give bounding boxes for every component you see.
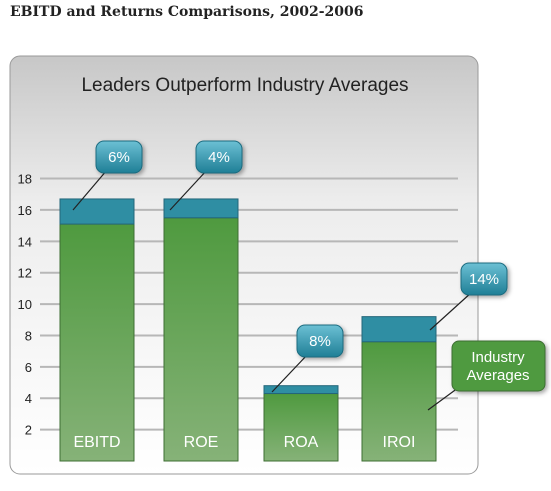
bar-industry-iroi [361, 341, 437, 462]
y-tick-label: 4 [25, 391, 32, 406]
bar-leader-gap-roa [263, 385, 339, 395]
y-tick-label: 10 [18, 297, 32, 312]
callout-pointer [72, 169, 108, 211]
chart-title: Leaders Outperform Industry Averages [81, 75, 408, 96]
callout-label: 6% [108, 149, 130, 166]
callout-pointer [169, 169, 208, 211]
callout-box [195, 140, 243, 174]
category-label-roe: ROE [184, 434, 219, 451]
callout-label: 4% [208, 149, 230, 166]
y-tick-label: 18 [18, 172, 32, 187]
page-heading: EBITD and Returns Comparisons, 2002-2006 [10, 4, 364, 20]
category-label-iroi: IROI [383, 434, 416, 451]
callout-label: 14% [469, 271, 499, 288]
y-tick-label: 12 [18, 266, 32, 281]
legend-box [451, 340, 546, 392]
category-label-ebitd: EBITD [73, 434, 120, 451]
callout-pointer [429, 291, 473, 331]
callout-pointer [271, 353, 309, 393]
callout-label: 8% [309, 333, 331, 350]
bar-leader-gap-iroi [361, 316, 437, 343]
callout-box [95, 140, 143, 174]
bar-leader-gap-roe [163, 198, 239, 219]
bar-industry-roa [263, 393, 339, 462]
callout-box [460, 262, 508, 296]
bar-industry-ebitd [59, 223, 135, 462]
y-tick-label: 16 [18, 203, 32, 218]
callout-box [296, 324, 344, 358]
bar-industry-roe [163, 217, 239, 462]
bars: EBITD ROE ROA IROI [59, 198, 437, 462]
y-tick-label: 6 [25, 360, 32, 375]
category-label-roa: ROA [284, 434, 319, 451]
legend-label: Industry Averages [466, 349, 529, 384]
legend: Industry Averages [427, 340, 546, 411]
callouts: 6% 4% 8% 14% [72, 140, 508, 393]
y-tick-label: 8 [25, 328, 32, 343]
y-tick-label: 2 [25, 423, 32, 438]
y-tick-label: 14 [18, 234, 32, 249]
bar-leader-gap-ebitd [59, 198, 135, 225]
y-axis-ticks: 2 4 6 8 10 12 14 16 18 [18, 172, 32, 438]
